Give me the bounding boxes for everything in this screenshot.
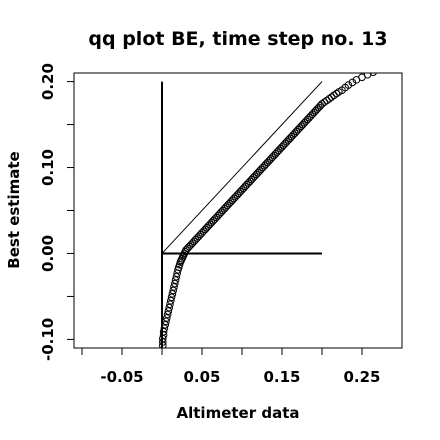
x-tick-label: 0.15 <box>263 368 300 386</box>
qq-point <box>172 272 181 281</box>
qq-point <box>171 279 179 288</box>
qq-point <box>161 320 169 329</box>
qq-point <box>169 286 177 295</box>
x-axis-ticks: -0.05 0.05 0.15 0.25 <box>81 348 381 386</box>
qq-point <box>377 73 382 74</box>
reference-lines <box>161 81 323 348</box>
qq-point <box>332 89 341 98</box>
qq-point <box>167 293 176 302</box>
x-axis-label: Altimeter data <box>177 404 300 422</box>
qq-point <box>348 78 357 87</box>
y-axis-label: Best estimate <box>5 151 23 268</box>
x-tick-label: 0.05 <box>183 368 220 386</box>
qq-point <box>166 300 174 308</box>
y-tick-label: 0.10 <box>39 149 57 186</box>
y-tick-label: 0.20 <box>39 63 57 100</box>
x-tick-label: 0.25 <box>343 368 380 386</box>
qq-point <box>344 81 353 89</box>
y-tick-label: 0.00 <box>39 235 57 272</box>
qq-point <box>160 324 169 333</box>
qq-point <box>171 276 180 284</box>
qq-points <box>159 73 382 348</box>
qq-point <box>167 296 175 305</box>
identity-line <box>161 81 323 254</box>
qq-point <box>163 310 172 319</box>
x-tick-label: -0.05 <box>100 368 143 386</box>
qq-point <box>165 303 173 312</box>
chart-title: qq plot BE, time step no. 13 <box>88 28 387 50</box>
qq-point <box>162 317 170 326</box>
plot-frame <box>73 72 403 349</box>
qq-point <box>163 314 171 322</box>
y-axis-ticks: -0.10 0.00 0.10 0.20 <box>39 63 74 361</box>
qq-point <box>168 290 177 298</box>
qq-point <box>363 73 372 79</box>
qq-point <box>170 283 178 291</box>
qq-point <box>164 307 173 315</box>
y-tick-label: -0.10 <box>39 318 57 361</box>
qq-point <box>159 327 168 336</box>
qq-point <box>369 73 377 76</box>
